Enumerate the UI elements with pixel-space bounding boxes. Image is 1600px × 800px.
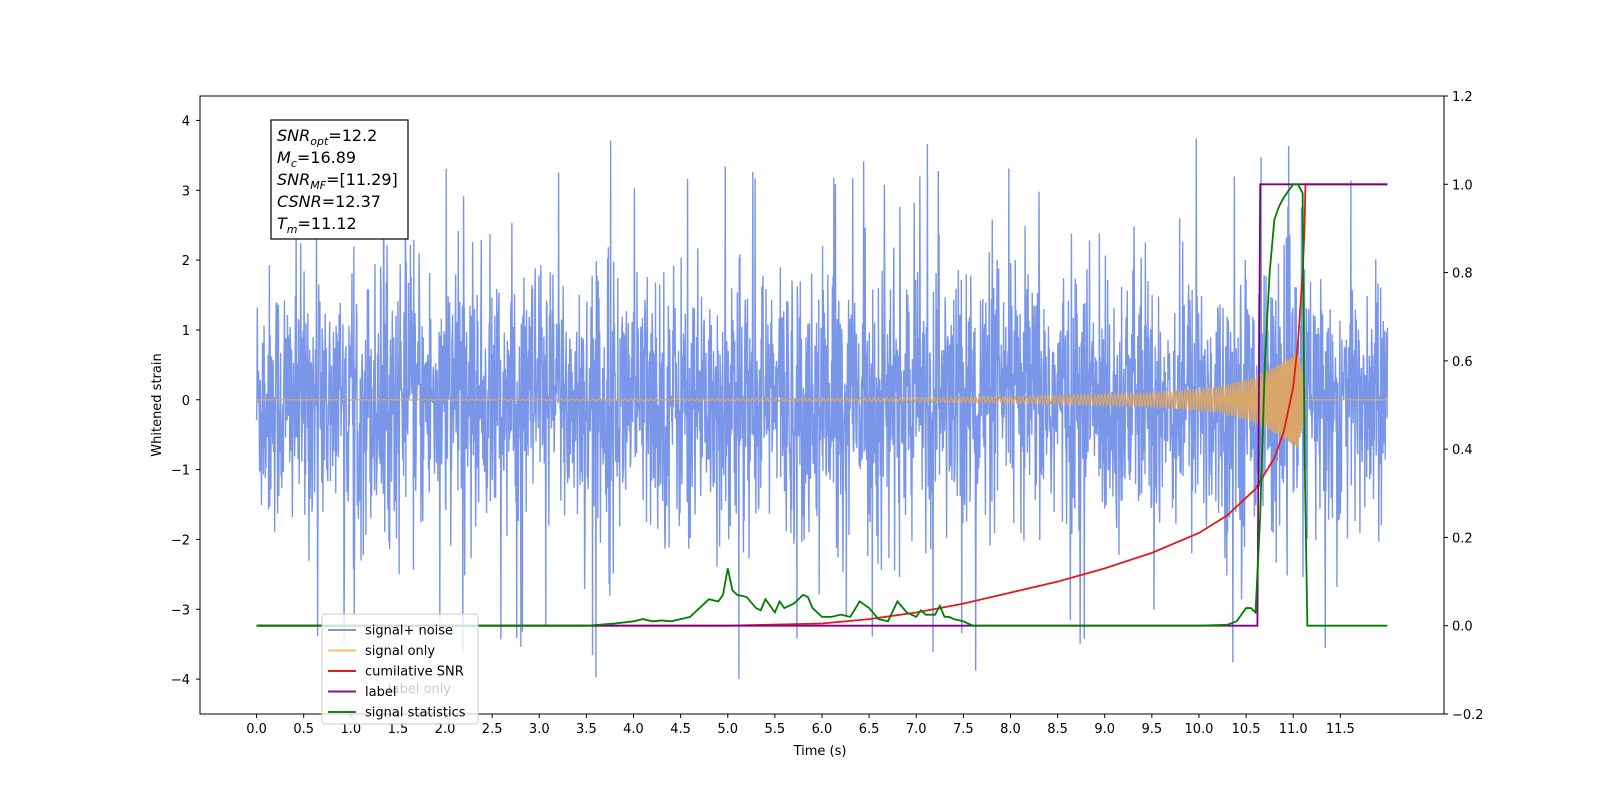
- x-tick-label: 1.0: [340, 722, 361, 737]
- x-tick-label: 3.5: [576, 722, 597, 737]
- series-signal-statistics-line: [256, 183, 1388, 627]
- x-tick-label: 4.0: [623, 722, 644, 737]
- legend-faded-text: label only: [388, 682, 451, 697]
- x-tick-label: 5.5: [765, 722, 786, 737]
- y-left-tick-label: −1: [171, 464, 190, 479]
- y-right-tick-label: 1.2: [1452, 90, 1473, 105]
- y-left-tick-label: −4: [171, 673, 190, 688]
- annotation-frame: [270, 119, 409, 240]
- legend-label: cumilative SNR: [365, 665, 464, 680]
- x-tick-label: 8.0: [1000, 722, 1021, 737]
- y-axis-left-label: Whitened strain: [150, 353, 165, 456]
- x-tick-label: 0.0: [246, 722, 267, 737]
- legend-label: label: [365, 685, 396, 700]
- x-axis: 0.0 0.5 1.0 1.5 2.0 2.5 3.0 3.5 4.0 4.5 5.0 5.5 6.0 6…: [246, 714, 1355, 737]
- legend-frame: [321, 613, 479, 725]
- series-layer: [255, 122, 1389, 679]
- y-right-tick-label: 0.6: [1452, 355, 1473, 370]
- annotation-line: Tm=11.12: [277, 214, 357, 236]
- x-tick-label: 11.0: [1279, 722, 1308, 737]
- x-tick-label: 11.5: [1326, 722, 1355, 737]
- series-signal-only-line: [256, 351, 1388, 449]
- legend-label: signal statistics: [365, 706, 466, 721]
- x-tick-label: 10.0: [1184, 722, 1213, 737]
- y-axis-right: −0.2 0.0 0.2 0.4 0.6 0.8 1.0 1.2: [1444, 90, 1484, 723]
- x-tick-label: 10.5: [1232, 722, 1261, 737]
- y-left-tick-label: 3: [182, 184, 190, 199]
- legend-label: signal+ noise: [365, 624, 453, 639]
- x-tick-label: 6.0: [812, 722, 833, 737]
- annotation-line: SNRopt=12.2: [277, 126, 377, 148]
- x-tick-label: 0.5: [293, 722, 314, 737]
- annotation-line: SNRMF=[11.29]: [277, 170, 398, 192]
- y-left-tick-label: 2: [182, 254, 190, 269]
- x-axis-label: Time (s): [793, 744, 847, 759]
- y-right-tick-label: −0.2: [1452, 708, 1484, 723]
- y-axis-left: −4 −3 −2 −1 0 1 2 3 4: [171, 114, 200, 688]
- legend: label only signal+ noise signal only cumila…: [321, 613, 479, 725]
- y-right-tick-label: 0.4: [1452, 443, 1473, 458]
- x-tick-label: 4.5: [670, 722, 691, 737]
- y-left-tick-label: 0: [182, 394, 190, 409]
- legend-label: signal only: [365, 644, 435, 659]
- x-tick-label: 1.5: [388, 722, 409, 737]
- x-tick-label: 3.0: [529, 722, 550, 737]
- x-tick-label: 2.0: [435, 722, 456, 737]
- y-left-tick-label: −2: [171, 533, 190, 548]
- series-cumulative-snr-line: [256, 183, 1388, 627]
- x-tick-label: 6.5: [859, 722, 880, 737]
- x-tick-label: 2.5: [482, 722, 503, 737]
- y-right-tick-label: 0.0: [1452, 620, 1473, 635]
- y-right-tick-label: 0.2: [1452, 531, 1473, 546]
- series-signal-noise-line: [255, 122, 1389, 679]
- x-tick-label: 9.0: [1094, 722, 1115, 737]
- x-tick-label: 8.5: [1047, 722, 1068, 737]
- x-tick-label: 9.5: [1142, 722, 1163, 737]
- annotation-box: SNRopt=12.2Mc=16.89SNRMF=[11.29]CSNR=12.…: [270, 119, 409, 240]
- annotation-line: CSNR=12.37: [277, 192, 381, 211]
- y-left-tick-label: −3: [171, 603, 190, 618]
- x-tick-label: 7.5: [953, 722, 974, 737]
- y-right-tick-label: 0.8: [1452, 267, 1473, 282]
- y-right-tick-label: 1.0: [1452, 178, 1473, 193]
- y-left-tick-label: 4: [182, 114, 190, 129]
- y-left-tick-label: 1: [182, 324, 190, 339]
- x-tick-label: 5.0: [717, 722, 738, 737]
- x-tick-label: 7.0: [906, 722, 927, 737]
- annotation-line: Mc=16.89: [277, 148, 356, 170]
